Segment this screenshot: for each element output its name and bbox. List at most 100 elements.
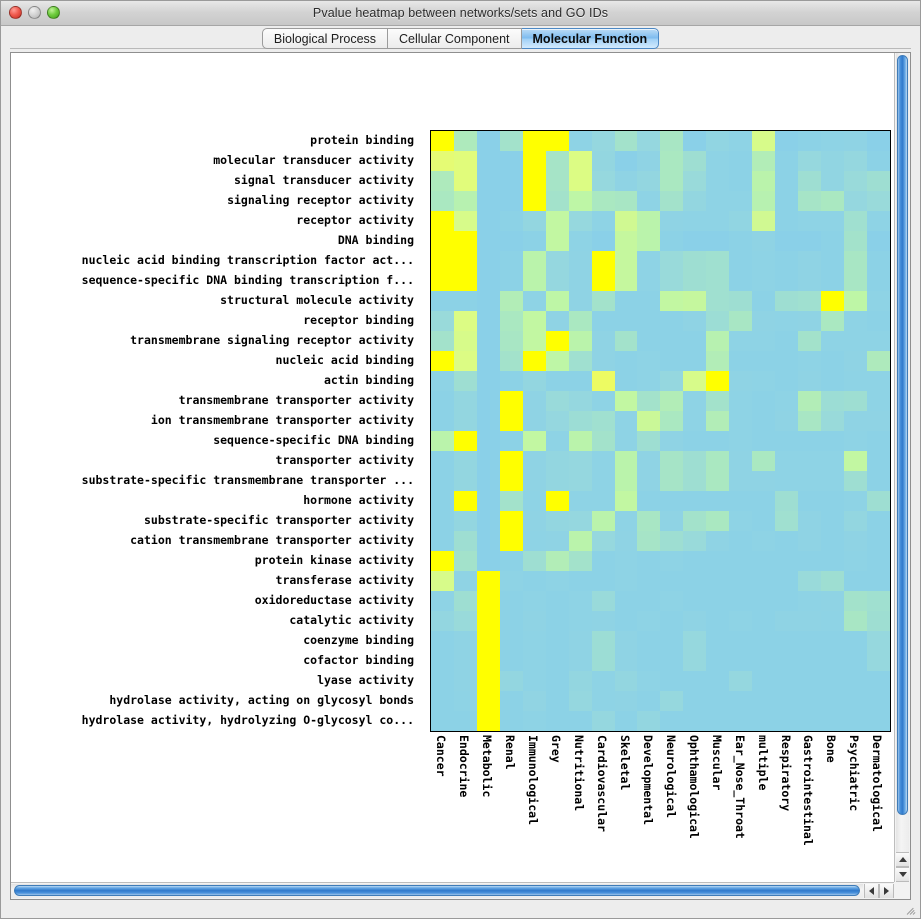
heatmap-cell[interactable] xyxy=(568,491,592,511)
heatmap-cell[interactable] xyxy=(614,271,638,291)
heatmap-cell[interactable] xyxy=(706,231,730,251)
heatmap-cell[interactable] xyxy=(683,571,707,591)
heatmap-cell[interactable] xyxy=(545,391,569,411)
heatmap-cell[interactable] xyxy=(431,511,454,531)
heatmap-cell[interactable] xyxy=(798,191,821,211)
heatmap-cell[interactable] xyxy=(729,591,753,611)
heatmap-cell[interactable] xyxy=(798,491,821,511)
heatmap-cell[interactable] xyxy=(637,531,661,551)
heatmap-cell[interactable] xyxy=(775,511,798,531)
heatmap-cell[interactable] xyxy=(775,311,798,331)
heatmap-cell[interactable] xyxy=(775,631,798,651)
heatmap-cell[interactable] xyxy=(476,391,500,411)
heatmap-cell[interactable] xyxy=(752,551,776,571)
heatmap-cell[interactable] xyxy=(568,651,592,671)
heatmap-cell[interactable] xyxy=(476,271,500,291)
heatmap-cell[interactable] xyxy=(476,151,500,171)
heatmap-cell[interactable] xyxy=(453,351,477,371)
close-button[interactable] xyxy=(9,6,22,19)
heatmap-cell[interactable] xyxy=(522,411,546,431)
heatmap-cell[interactable] xyxy=(706,331,730,351)
heatmap-cell[interactable] xyxy=(545,171,569,191)
vertical-scrollbar-thumb[interactable] xyxy=(897,55,908,815)
heatmap-cell[interactable] xyxy=(545,271,569,291)
heatmap-cell[interactable] xyxy=(545,211,569,231)
heatmap-cell[interactable] xyxy=(820,271,844,291)
heatmap-cell[interactable] xyxy=(798,171,821,191)
heatmap-cell[interactable] xyxy=(476,171,500,191)
heatmap-cell[interactable] xyxy=(798,551,821,571)
heatmap-cell[interactable] xyxy=(545,571,569,591)
heatmap-cell[interactable] xyxy=(637,691,661,711)
heatmap-cell[interactable] xyxy=(775,711,798,731)
heatmap-cell[interactable] xyxy=(499,491,523,511)
heatmap-cell[interactable] xyxy=(866,431,890,451)
heatmap-cell[interactable] xyxy=(568,171,592,191)
heatmap-cell[interactable] xyxy=(637,471,661,491)
heatmap-cell[interactable] xyxy=(453,371,477,391)
heatmap-cell[interactable] xyxy=(637,571,661,591)
heatmap-cell[interactable] xyxy=(798,271,821,291)
heatmap-cell[interactable] xyxy=(729,231,753,251)
heatmap-cell[interactable] xyxy=(660,651,684,671)
heatmap-cell[interactable] xyxy=(476,671,500,691)
heatmap-cell[interactable] xyxy=(660,551,684,571)
heatmap-cell[interactable] xyxy=(660,491,684,511)
tab-biological-process[interactable]: Biological Process xyxy=(261,28,389,49)
heatmap-cell[interactable] xyxy=(706,191,730,211)
heatmap-cell[interactable] xyxy=(843,431,867,451)
heatmap-cell[interactable] xyxy=(729,251,753,271)
heatmap-cell[interactable] xyxy=(729,291,753,311)
heatmap-cell[interactable] xyxy=(729,391,753,411)
window-titlebar[interactable]: Pvalue heatmap between networks/sets and… xyxy=(1,1,920,26)
heatmap-cell[interactable] xyxy=(637,191,661,211)
heatmap-cell[interactable] xyxy=(499,431,523,451)
heatmap-cell[interactable] xyxy=(637,451,661,471)
heatmap-cell[interactable] xyxy=(499,711,523,731)
heatmap-cell[interactable] xyxy=(729,431,753,451)
heatmap-cell[interactable] xyxy=(706,131,730,151)
heatmap-cell[interactable] xyxy=(614,351,638,371)
resize-grip[interactable] xyxy=(904,903,917,916)
heatmap-cell[interactable] xyxy=(476,491,500,511)
heatmap-cell[interactable] xyxy=(843,491,867,511)
heatmap-cell[interactable] xyxy=(866,291,890,311)
heatmap-cell[interactable] xyxy=(729,451,753,471)
heatmap-cell[interactable] xyxy=(591,651,615,671)
heatmap-cell[interactable] xyxy=(660,291,684,311)
heatmap-cell[interactable] xyxy=(752,431,776,451)
heatmap-cell[interactable] xyxy=(775,191,798,211)
heatmap-cell[interactable] xyxy=(499,631,523,651)
heatmap-cell[interactable] xyxy=(683,391,707,411)
heatmap-cell[interactable] xyxy=(775,431,798,451)
heatmap-cell[interactable] xyxy=(706,491,730,511)
heatmap-cell[interactable] xyxy=(752,171,776,191)
heatmap-cell[interactable] xyxy=(775,491,798,511)
heatmap-cell[interactable] xyxy=(683,351,707,371)
heatmap-cell[interactable] xyxy=(591,611,615,631)
heatmap-cell[interactable] xyxy=(476,451,500,471)
heatmap-cell[interactable] xyxy=(614,131,638,151)
heatmap-cell[interactable] xyxy=(866,211,890,231)
heatmap-cell[interactable] xyxy=(820,131,844,151)
heatmap-cell[interactable] xyxy=(843,611,867,631)
heatmap-cell[interactable] xyxy=(866,491,890,511)
heatmap-cell[interactable] xyxy=(637,551,661,571)
heatmap-cell[interactable] xyxy=(499,291,523,311)
heatmap-cell[interactable] xyxy=(752,711,776,731)
heatmap-cell[interactable] xyxy=(453,131,477,151)
heatmap-cell[interactable] xyxy=(843,231,867,251)
heatmap-cell[interactable] xyxy=(568,471,592,491)
heatmap-cell[interactable] xyxy=(752,311,776,331)
heatmap-cell[interactable] xyxy=(729,351,753,371)
heatmap-cell[interactable] xyxy=(798,651,821,671)
heatmap-cell[interactable] xyxy=(706,251,730,271)
heatmap-cell[interactable] xyxy=(522,591,546,611)
heatmap-cell[interactable] xyxy=(843,351,867,371)
heatmap-cell[interactable] xyxy=(453,631,477,651)
heatmap-cell[interactable] xyxy=(453,271,477,291)
vertical-scrollbar[interactable] xyxy=(894,53,910,882)
heatmap-cell[interactable] xyxy=(843,471,867,491)
heatmap-cell[interactable] xyxy=(866,591,890,611)
heatmap-cell[interactable] xyxy=(614,151,638,171)
